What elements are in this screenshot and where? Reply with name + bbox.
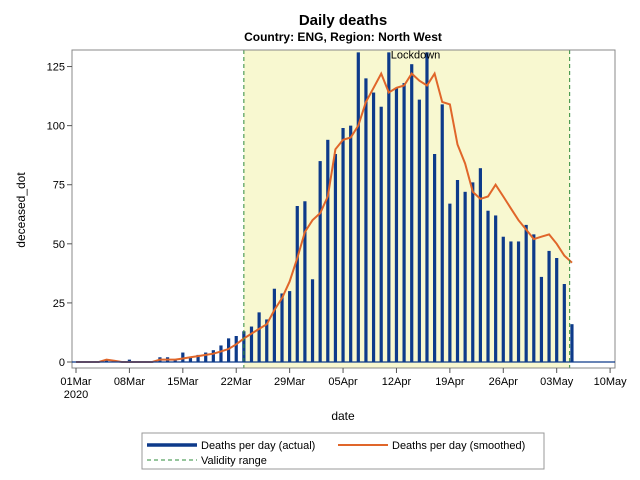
y-tick-label: 75 [53, 180, 65, 192]
bar-actual-deaths [524, 224, 528, 362]
bar-actual-deaths [478, 168, 482, 362]
bar-actual-deaths [272, 288, 276, 362]
bar-actual-deaths [387, 52, 391, 362]
bar-actual-deaths [280, 293, 284, 362]
bar-actual-deaths [211, 350, 215, 362]
y-tick-label: 50 [53, 239, 65, 251]
x-tick-label: 12Apr [382, 376, 412, 388]
legend-actual-label: Deaths per day (actual) [201, 440, 315, 452]
legend-smoothed-label: Deaths per day (smoothed) [392, 440, 525, 452]
bar-actual-deaths [295, 206, 299, 362]
y-tick-label: 25 [53, 298, 65, 310]
bar-actual-deaths [234, 336, 238, 362]
y-tick-label: 100 [47, 121, 65, 133]
bar-actual-deaths [333, 154, 338, 362]
bar-actual-deaths [570, 324, 574, 362]
bar-actual-deaths [448, 203, 452, 362]
bar-actual-deaths [181, 352, 185, 362]
bar-actual-deaths [257, 312, 261, 362]
bar-actual-deaths [318, 161, 322, 362]
bar-actual-deaths [486, 210, 490, 362]
bar-actual-deaths [127, 359, 132, 362]
x-tick-label: 03May [540, 376, 574, 388]
bar-actual-deaths [463, 191, 467, 362]
bar-actual-deaths [303, 201, 307, 362]
x-tick-label: 05Apr [328, 376, 358, 388]
bar-actual-deaths [356, 52, 360, 362]
bar-actual-deaths [417, 99, 421, 363]
x-tick-label: 19Apr [435, 376, 465, 388]
x-axis-label: date [331, 409, 355, 423]
bar-actual-deaths [440, 104, 444, 362]
x-tick-label: 01Mar [60, 376, 92, 388]
bar-actual-deaths [425, 52, 429, 362]
lockdown-annotation: Lockdown [391, 50, 441, 62]
chart-legend: Deaths per day (actual) Deaths per day (… [141, 432, 545, 470]
bar-actual-deaths [310, 279, 315, 362]
bar-actual-deaths [501, 236, 505, 362]
legend-box [141, 432, 545, 470]
bar-actual-deaths [288, 291, 292, 362]
bar-actual-deaths [173, 359, 177, 362]
bar-actual-deaths [227, 338, 231, 362]
bar-actual-deaths [249, 326, 254, 362]
bar-actual-deaths [433, 154, 437, 362]
chart-title: Daily deaths [299, 12, 387, 29]
legend-validity-label: Validity range [201, 455, 267, 467]
x-tick-label: 22Mar [221, 376, 253, 388]
bar-actual-deaths [204, 352, 208, 362]
bar-actual-deaths [349, 125, 353, 363]
bar-actual-deaths [364, 78, 368, 362]
bar-actual-deaths [188, 357, 193, 362]
bar-actual-deaths [394, 87, 399, 363]
bar-actual-deaths [539, 276, 544, 362]
bar-actual-deaths [509, 241, 513, 362]
bar-actual-deaths [410, 64, 414, 362]
x-tick-label: 08Mar [114, 376, 146, 388]
validity-range-band [243, 50, 570, 368]
bar-actual-deaths [532, 234, 536, 362]
bar-actual-deaths [104, 359, 109, 362]
y-axis-label: deceased_dot [14, 172, 28, 248]
bar-actual-deaths [516, 241, 521, 362]
x-tick-label: 29Mar [274, 376, 306, 388]
bar-actual-deaths [471, 182, 475, 362]
bar-actual-deaths [196, 354, 200, 362]
bar-actual-deaths [219, 345, 223, 362]
bar-actual-deaths [494, 215, 498, 362]
bar-actual-deaths [379, 106, 383, 363]
actual-deaths-bars [104, 52, 574, 363]
bar-actual-deaths [455, 180, 460, 362]
x-tick-label: 26Apr [489, 376, 519, 388]
x-tick-label: 10May [594, 376, 628, 388]
chart-subtitle: Country: ENG, Region: North West [244, 30, 442, 44]
bar-actual-deaths [555, 258, 559, 362]
x-tick-label: 15Mar [167, 376, 199, 388]
y-tick-label: 0 [59, 357, 65, 369]
x-tick-sublabel: 2020 [64, 389, 88, 401]
y-tick-label: 125 [47, 62, 65, 74]
bar-actual-deaths [371, 92, 376, 362]
bar-actual-deaths [326, 139, 330, 362]
bar-actual-deaths [265, 319, 269, 362]
smoothed-deaths-line [76, 71, 573, 363]
bar-actual-deaths [562, 284, 566, 362]
plot-area [71, 49, 616, 369]
bar-actual-deaths [402, 83, 406, 362]
y-axis-ticks: 0 25 50 75 100 125 [47, 62, 72, 369]
bar-actual-deaths [341, 128, 345, 362]
bar-actual-deaths [547, 250, 551, 362]
